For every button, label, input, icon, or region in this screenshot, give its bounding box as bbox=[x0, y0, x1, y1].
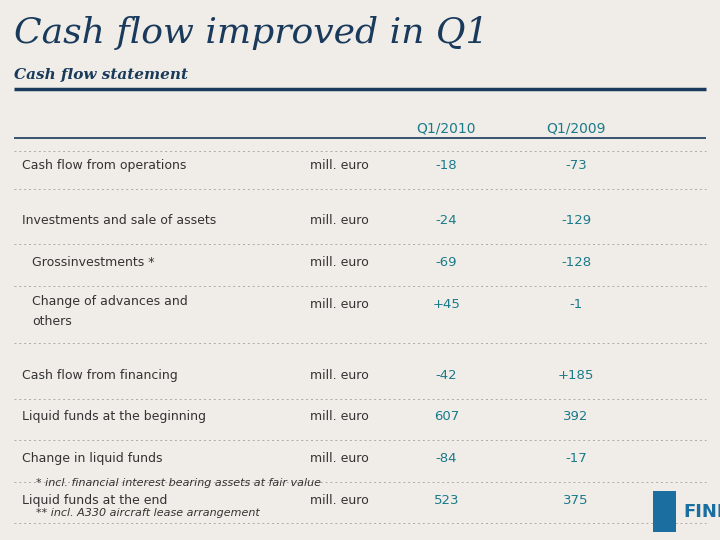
Text: -24: -24 bbox=[436, 214, 457, 227]
Text: mill. euro: mill. euro bbox=[310, 298, 369, 310]
Text: mill. euro: mill. euro bbox=[310, 159, 369, 172]
Text: others: others bbox=[32, 315, 72, 328]
Text: Q1/2010: Q1/2010 bbox=[417, 122, 476, 136]
Text: mill. euro: mill. euro bbox=[310, 494, 369, 507]
Text: mill. euro: mill. euro bbox=[310, 410, 369, 423]
FancyBboxPatch shape bbox=[653, 491, 675, 532]
Text: Investments and sale of assets: Investments and sale of assets bbox=[22, 214, 216, 227]
Text: mill. euro: mill. euro bbox=[310, 256, 369, 269]
Text: Q1/2009: Q1/2009 bbox=[546, 122, 606, 136]
Text: -18: -18 bbox=[436, 159, 457, 172]
Text: 523: 523 bbox=[433, 494, 459, 507]
Text: mill. euro: mill. euro bbox=[310, 452, 369, 465]
Text: ** incl. A330 aircraft lease arrangement: ** incl. A330 aircraft lease arrangement bbox=[36, 508, 260, 518]
Text: Grossinvestments *: Grossinvestments * bbox=[32, 256, 155, 269]
Text: mill. euro: mill. euro bbox=[310, 214, 369, 227]
Text: 392: 392 bbox=[563, 410, 589, 423]
Text: Cash flow improved in Q1: Cash flow improved in Q1 bbox=[14, 16, 489, 50]
Text: -73: -73 bbox=[565, 159, 587, 172]
Text: -69: -69 bbox=[436, 256, 457, 269]
Text: -129: -129 bbox=[561, 214, 591, 227]
Text: 607: 607 bbox=[433, 410, 459, 423]
Text: Liquid funds at the end: Liquid funds at the end bbox=[22, 494, 167, 507]
Text: -42: -42 bbox=[436, 369, 457, 382]
Text: -84: -84 bbox=[436, 452, 457, 465]
Text: Cash flow from financing: Cash flow from financing bbox=[22, 369, 177, 382]
Text: Cash flow from operations: Cash flow from operations bbox=[22, 159, 186, 172]
Text: -1: -1 bbox=[570, 298, 582, 310]
Text: -128: -128 bbox=[561, 256, 591, 269]
Text: +185: +185 bbox=[558, 369, 594, 382]
Text: FINNAIR: FINNAIR bbox=[683, 503, 720, 521]
Text: Liquid funds at the beginning: Liquid funds at the beginning bbox=[22, 410, 206, 423]
Text: * incl. financial interest bearing assets at fair value: * incl. financial interest bearing asset… bbox=[36, 478, 321, 488]
Text: Cash flow statement: Cash flow statement bbox=[14, 68, 189, 82]
Text: 375: 375 bbox=[563, 494, 589, 507]
Text: Change of advances and: Change of advances and bbox=[32, 295, 188, 308]
Text: -17: -17 bbox=[565, 452, 587, 465]
Text: mill. euro: mill. euro bbox=[310, 369, 369, 382]
Text: Change in liquid funds: Change in liquid funds bbox=[22, 452, 162, 465]
Text: +45: +45 bbox=[433, 298, 460, 310]
